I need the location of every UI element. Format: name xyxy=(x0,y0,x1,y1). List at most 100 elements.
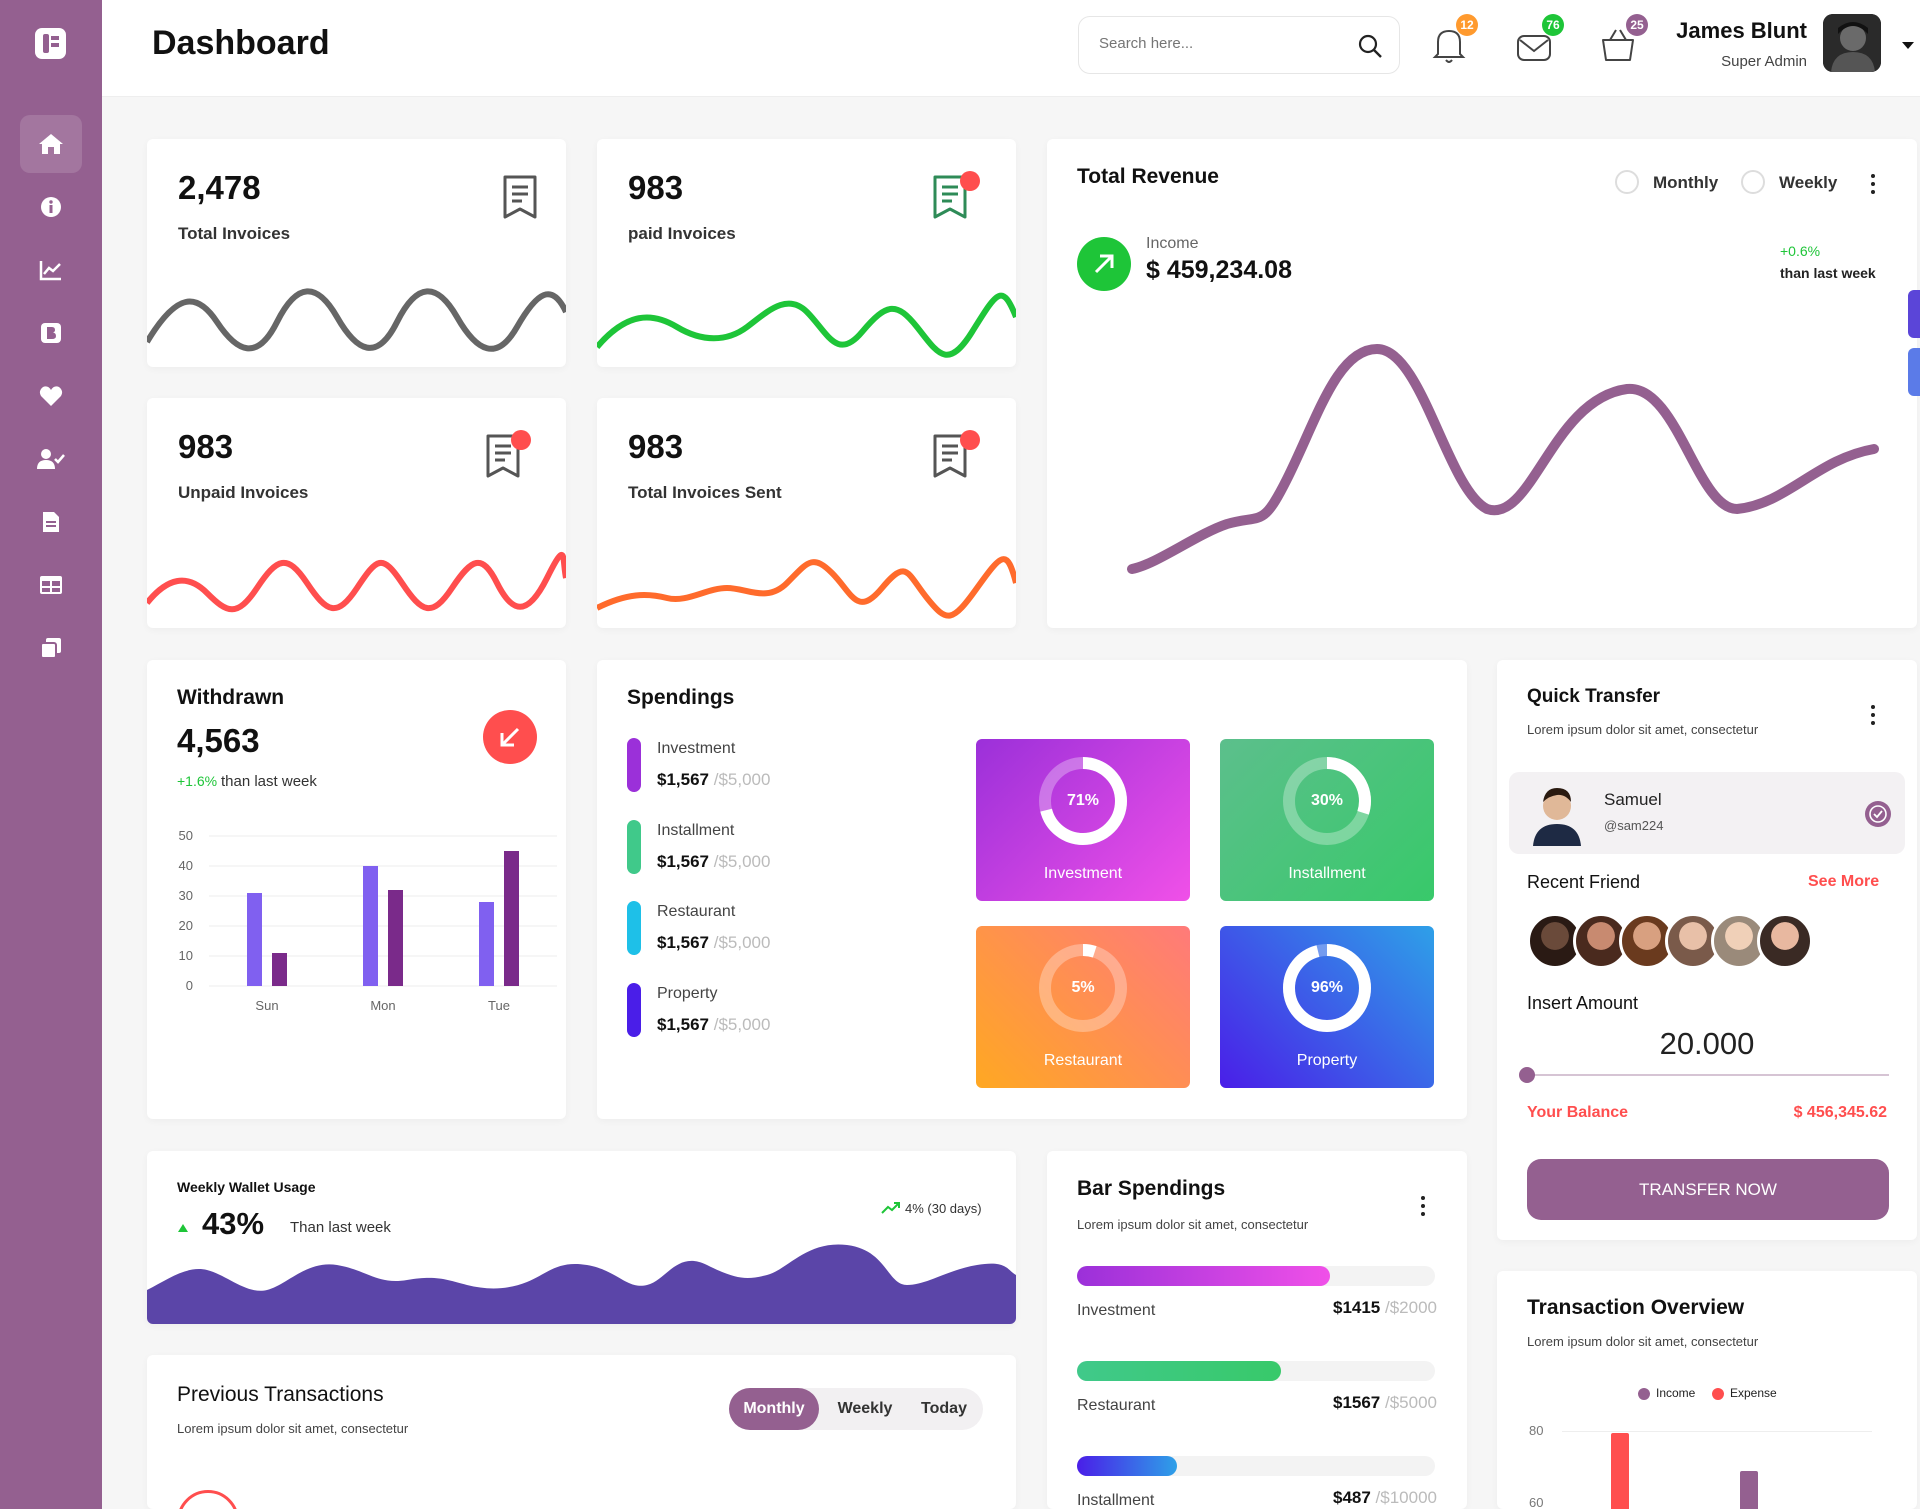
sidebar xyxy=(0,0,102,1509)
paid-invoices-sparkline xyxy=(597,292,1016,358)
radio-monthly[interactable] xyxy=(1615,170,1639,194)
progress-label: Investment xyxy=(1077,1302,1156,1319)
sidebar-item-analytics[interactable] xyxy=(20,241,82,299)
income-bar xyxy=(1740,1471,1758,1509)
app-logo[interactable] xyxy=(35,28,66,59)
copy-icon xyxy=(40,638,61,659)
chevron-down-icon[interactable] xyxy=(1902,42,1914,49)
stat-card-total-invoices: 2,478 Total Invoices xyxy=(147,139,566,367)
invoice-icon xyxy=(503,175,537,219)
spend-value: $1,567 /$5,000 xyxy=(657,933,771,952)
user-check-icon xyxy=(37,449,65,469)
notifications-button[interactable]: 12 xyxy=(1432,14,1478,66)
sidebar-item-pages[interactable] xyxy=(20,619,82,677)
expense-bar xyxy=(1611,1433,1629,1509)
withdrawn-change: +1.6% xyxy=(177,773,218,789)
table-icon xyxy=(40,576,62,594)
cart-badge: 25 xyxy=(1626,14,1648,36)
sidebar-item-home[interactable] xyxy=(20,115,82,173)
card-title: Bar Spendings xyxy=(1077,1177,1226,1200)
tile-percent: 30% xyxy=(1310,792,1344,809)
progress-fill xyxy=(1077,1456,1178,1476)
avatar-photo xyxy=(1823,14,1881,72)
basket-icon xyxy=(1602,29,1634,61)
sidebar-item-favorites[interactable] xyxy=(20,367,82,425)
revenue-change: +0.6% xyxy=(1780,243,1821,259)
sidebar-item-documents[interactable] xyxy=(20,493,82,551)
messages-button[interactable]: 76 xyxy=(1516,14,1564,66)
spendings-card: Spendings Investment $1,567 /$5,000 Inst… xyxy=(597,660,1467,1119)
more-options-icon[interactable] xyxy=(1870,172,1876,194)
amount-value[interactable]: 20.000 xyxy=(1659,1026,1755,1061)
withdrawn-bar-chart: 0 10 20 30 40 50 Sun Mon Tue xyxy=(179,828,557,1013)
search-box[interactable] xyxy=(1078,16,1400,74)
progress-ring xyxy=(1283,757,1371,845)
x-tick-label: Sun xyxy=(255,998,278,1013)
radio-weekly-label[interactable]: Weekly xyxy=(1779,173,1838,192)
more-options-icon[interactable] xyxy=(1870,703,1876,725)
user-name[interactable]: James Blunt xyxy=(1676,18,1807,43)
tile-investment[interactable]: 71% Investment xyxy=(976,739,1190,901)
contact-row[interactable]: Samuel @sam224 xyxy=(1509,772,1905,854)
document-icon xyxy=(43,512,59,532)
stat-label: Unpaid Invoices xyxy=(178,483,309,502)
side-tab-1[interactable] xyxy=(1908,290,1920,338)
recent-friend-title: Recent Friend xyxy=(1527,872,1641,892)
see-more-link[interactable]: See More xyxy=(1808,873,1880,890)
progress-ring xyxy=(1283,944,1371,1032)
y-tick-label: 0 xyxy=(186,978,193,993)
amount-slider-thumb[interactable] xyxy=(1519,1067,1535,1083)
legend-income-dot xyxy=(1638,1388,1650,1400)
card-title: Withdrawn xyxy=(177,686,285,709)
page-title: Dashboard xyxy=(152,24,330,62)
bell-icon xyxy=(1432,29,1466,63)
sidebar-item-bootstrap[interactable] xyxy=(20,304,82,362)
progress-track xyxy=(1077,1361,1435,1381)
sidebar-item-tables[interactable] xyxy=(20,556,82,614)
stat-value: 983 xyxy=(628,428,684,465)
tile-restaurant[interactable]: 5% Restaurant xyxy=(976,926,1190,1088)
spend-label: Restaurant xyxy=(657,903,736,920)
transfer-now-button[interactable]: TRANSFER NOW xyxy=(1527,1159,1889,1220)
radio-monthly-label[interactable]: Monthly xyxy=(1653,173,1719,192)
card-subtitle: Lorem ipsum dolor sit amet, consectetur xyxy=(1527,722,1759,737)
search-icon[interactable] xyxy=(1357,33,1383,59)
tab-today[interactable]: Today xyxy=(921,1400,967,1417)
amount-slider-track[interactable] xyxy=(1527,1074,1889,1076)
spend-indicator xyxy=(627,738,641,792)
spend-value: $1,567 /$5,000 xyxy=(657,770,771,789)
stat-card-unpaid-invoices: 983 Unpaid Invoices xyxy=(147,398,566,628)
search-input[interactable] xyxy=(1099,35,1339,52)
side-tab-2[interactable] xyxy=(1908,348,1920,396)
legend-expense: Expense xyxy=(1730,1386,1777,1400)
home-icon xyxy=(39,134,63,154)
spend-indicator xyxy=(627,983,641,1037)
bar-tue-2 xyxy=(504,851,519,986)
transaction-icon xyxy=(177,1490,239,1509)
withdrawn-card: Withdrawn 4,563 +1.6% than last week 0 10… xyxy=(147,660,566,1119)
stat-value: 2,478 xyxy=(178,169,261,206)
progress-ring xyxy=(1039,757,1127,845)
radio-weekly[interactable] xyxy=(1741,170,1765,194)
wallet-area-chart xyxy=(147,1244,1016,1324)
check-circle-icon[interactable] xyxy=(1864,800,1892,828)
tab-monthly[interactable]: Monthly xyxy=(729,1388,819,1430)
stat-label: paid Invoices xyxy=(628,224,736,243)
wallet-trend: 4% (30 days) xyxy=(905,1201,982,1216)
card-title: Transaction Overview xyxy=(1527,1296,1745,1319)
tab-weekly[interactable]: Weekly xyxy=(837,1400,893,1417)
friend-avatar[interactable] xyxy=(1757,913,1813,969)
cart-button[interactable]: 25 xyxy=(1600,14,1648,66)
tile-installment[interactable]: 30% Installment xyxy=(1220,739,1434,901)
tile-property[interactable]: 96% Property xyxy=(1220,926,1434,1088)
more-options-icon[interactable] xyxy=(1420,1194,1426,1216)
period-tabs: Monthly Weekly Today xyxy=(729,1388,983,1430)
sidebar-item-users[interactable] xyxy=(20,430,82,488)
sidebar-item-info[interactable] xyxy=(20,178,82,236)
stat-card-invoices-sent: 983 Total Invoices Sent xyxy=(597,398,1016,628)
previous-transactions-card: Previous Transactions Lorem ipsum dolor … xyxy=(147,1355,1016,1509)
friend-avatar[interactable] xyxy=(1527,913,1583,969)
card-title: Quick Transfer xyxy=(1527,686,1661,707)
avatar[interactable] xyxy=(1823,14,1881,72)
contact-name: Samuel xyxy=(1604,790,1662,809)
